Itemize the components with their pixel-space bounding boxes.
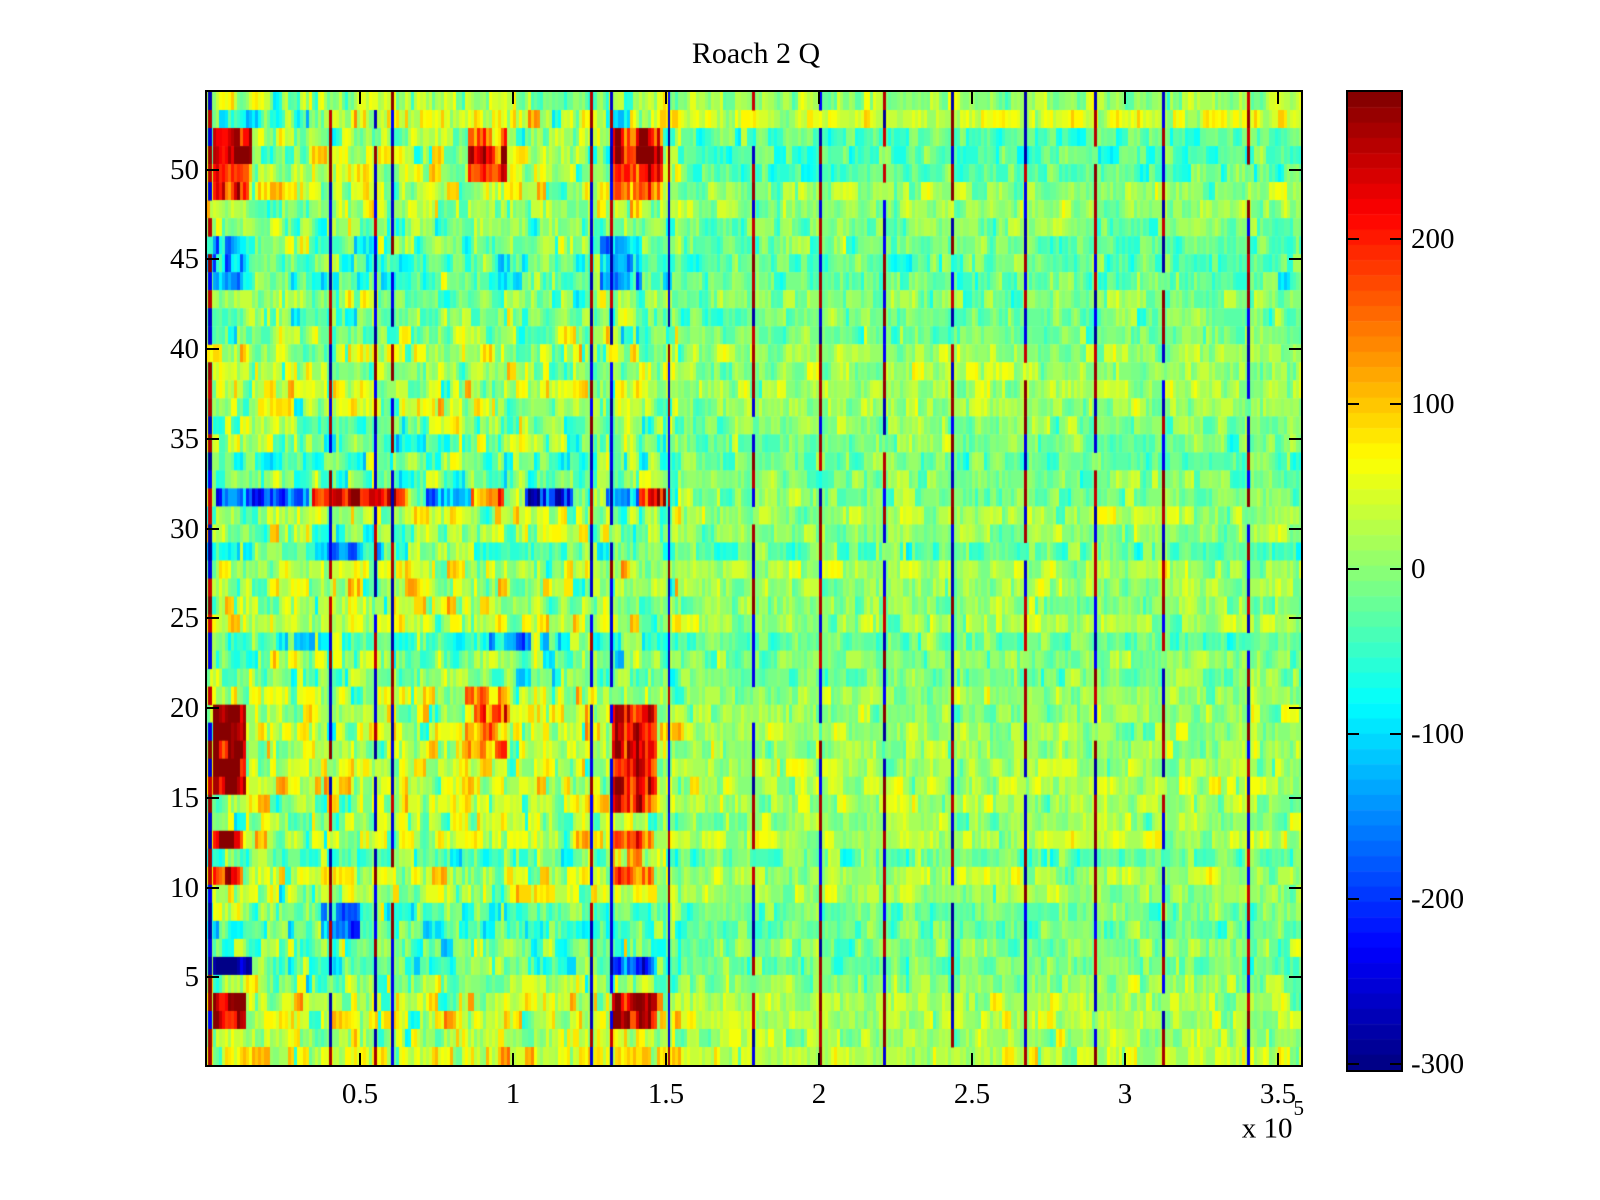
heatmap-canvas xyxy=(207,92,1301,1065)
y-tick-label: 25 xyxy=(170,602,199,635)
y-tick-mark xyxy=(207,617,219,620)
colorbar-tick-label: -300 xyxy=(1411,1047,1465,1080)
heatmap-plot-area xyxy=(205,90,1303,1067)
x-tick-mark xyxy=(971,1053,973,1065)
x-tick-label: 1 xyxy=(505,1078,521,1110)
colorbar-canvas xyxy=(1348,92,1401,1070)
x-tick-label: 2 xyxy=(811,1078,827,1110)
x-tick-mark-top xyxy=(971,92,973,104)
colorbar xyxy=(1346,90,1403,1072)
x-tick-mark xyxy=(1277,1053,1279,1065)
x-tick-label: 1.5 xyxy=(647,1078,685,1110)
colorbar-tick-mark xyxy=(1348,402,1359,405)
y-tick-mark xyxy=(207,348,219,350)
y-tick-mark xyxy=(207,707,219,709)
y-tick-mark xyxy=(207,168,219,171)
y-tick-mark xyxy=(207,796,219,799)
colorbar-tick-mark xyxy=(1348,1062,1359,1065)
colorbar-tick-mark-right xyxy=(1390,1062,1401,1065)
y-tick-mark-right xyxy=(1289,707,1301,709)
colorbar-tick-label: 0 xyxy=(1411,552,1426,585)
y-tick-mark-right xyxy=(1289,258,1301,261)
x-tick-mark xyxy=(818,1053,820,1065)
y-tick-label: 45 xyxy=(170,243,199,276)
x-tick-mark-top xyxy=(359,92,361,104)
y-tick-label: 10 xyxy=(170,871,199,904)
x-tick-mark xyxy=(359,1053,361,1065)
colorbar-tick-mark xyxy=(1348,567,1359,570)
exponent-prefix: x 10 xyxy=(1241,1112,1293,1145)
colorbar-tick-mark-right xyxy=(1390,237,1401,240)
y-tick-label: 35 xyxy=(170,422,199,455)
y-tick-label: 30 xyxy=(170,512,199,545)
y-tick-label: 5 xyxy=(184,961,200,994)
colorbar-tick-mark-right xyxy=(1390,402,1401,405)
colorbar-tick-label: -200 xyxy=(1411,882,1465,915)
x-tick-mark xyxy=(1124,1053,1126,1065)
exponent-value: 5 xyxy=(1293,1096,1305,1120)
colorbar-tick-label: 200 xyxy=(1411,222,1455,255)
x-tick-mark-top xyxy=(665,92,667,104)
y-tick-mark xyxy=(207,527,219,530)
colorbar-tick-mark-right xyxy=(1390,732,1401,735)
y-tick-mark xyxy=(207,886,219,889)
colorbar-tick-label: 100 xyxy=(1411,387,1455,420)
colorbar-tick-mark-right xyxy=(1390,567,1401,570)
colorbar-tick-mark xyxy=(1348,732,1359,735)
y-tick-mark-right xyxy=(1289,976,1301,979)
y-tick-mark-right xyxy=(1289,617,1301,620)
chart-title: Roach 2 Q xyxy=(691,37,821,70)
x-tick-mark-top xyxy=(1124,92,1126,104)
colorbar-tick-label: -100 xyxy=(1411,717,1465,750)
y-tick-label: 15 xyxy=(170,781,199,814)
x-tick-mark xyxy=(512,1053,514,1065)
y-tick-mark-right xyxy=(1289,527,1301,530)
y-tick-label: 50 xyxy=(170,153,199,186)
colorbar-tick-mark xyxy=(1348,897,1359,900)
y-tick-mark-right xyxy=(1289,168,1301,171)
y-tick-mark-right xyxy=(1289,348,1301,350)
x-tick-label: 2.5 xyxy=(953,1078,991,1110)
x-tick-label: 0.5 xyxy=(341,1078,379,1110)
y-tick-label: 20 xyxy=(170,692,199,724)
x-tick-mark-top xyxy=(818,92,820,104)
x-tick-label: 3.5 xyxy=(1259,1078,1297,1110)
y-tick-mark-right xyxy=(1289,796,1301,799)
y-tick-mark-right xyxy=(1289,886,1301,889)
x-tick-mark xyxy=(665,1053,667,1065)
x-axis-exponent-label: x 105 xyxy=(1143,1096,1304,1145)
colorbar-tick-mark xyxy=(1348,237,1359,240)
y-tick-mark-right xyxy=(1289,437,1301,440)
y-tick-mark xyxy=(207,976,219,979)
x-tick-label: 3 xyxy=(1117,1078,1133,1110)
x-tick-mark-top xyxy=(1277,92,1279,104)
colorbar-tick-mark-right xyxy=(1390,897,1401,900)
y-tick-label: 40 xyxy=(170,333,199,365)
y-tick-mark xyxy=(207,258,219,261)
y-tick-mark xyxy=(207,437,219,440)
x-tick-mark-top xyxy=(512,92,514,104)
